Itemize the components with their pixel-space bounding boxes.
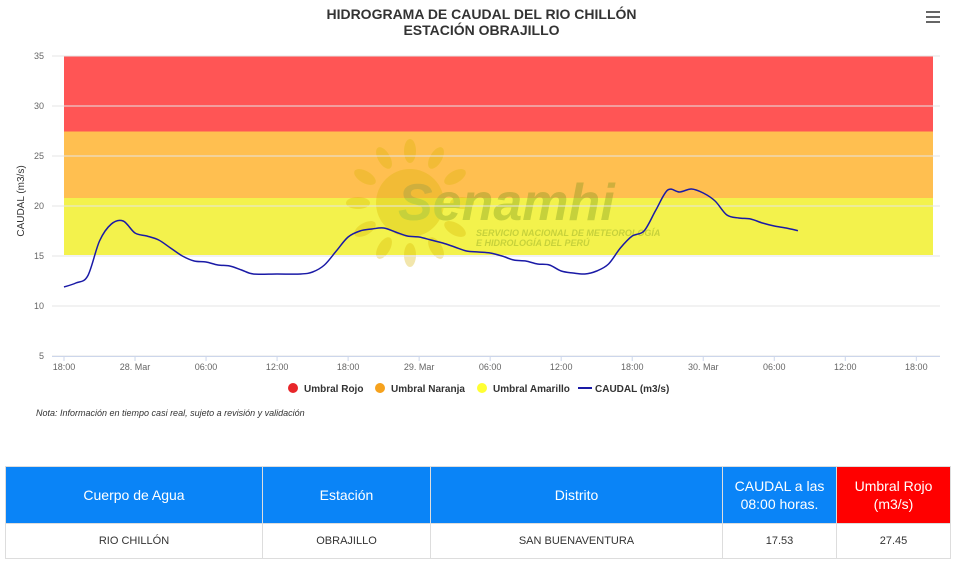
caudal-series-line <box>63 188 799 288</box>
header-distrito: Distrito <box>430 466 723 524</box>
watermark-ray <box>428 147 444 169</box>
y-axis-label: CAUDAL (m3/s) <box>16 165 27 236</box>
legend-label: Umbral Rojo <box>304 384 363 395</box>
y-tick-label: 15 <box>34 251 44 261</box>
watermark-ray <box>428 237 444 259</box>
header-cuerpo-agua: Cuerpo de Agua <box>5 466 263 524</box>
y-tick-label: 5 <box>39 351 44 361</box>
x-tick-label: 06:00 <box>763 362 786 372</box>
y-axis: 5 10 15 20 25 30 35 <box>34 51 44 361</box>
header-umbral-rojo: Umbral Rojo (m3/s) <box>836 466 951 524</box>
header-estacion: Estación <box>262 466 431 524</box>
legend-marker-icon <box>288 383 298 393</box>
x-tick-label: 28. Mar <box>120 362 151 372</box>
watermark-ray <box>404 243 416 267</box>
watermark-ray <box>376 237 392 259</box>
legend-item-rojo[interactable]: Umbral Rojo <box>288 383 363 395</box>
info-note: Nota: Información en tiempo casi real, s… <box>36 408 305 418</box>
x-tick-label: 30. Mar <box>688 362 719 372</box>
watermark-ray <box>376 147 392 169</box>
watermark-ray <box>354 169 376 185</box>
y-tick-label: 10 <box>34 301 44 311</box>
band-umbral-naranja <box>64 131 933 198</box>
threshold-bands <box>64 56 933 255</box>
x-tick-label: 12:00 <box>550 362 573 372</box>
watermark-line1: SERVICIO NACIONAL DE METEOROLOGÍA <box>476 228 660 238</box>
series-layer <box>63 188 799 288</box>
legend-item-amarillo[interactable]: Umbral Amarillo <box>477 383 570 395</box>
cell-caudal: 17.53 <box>722 523 837 559</box>
x-tick-label: 18:00 <box>905 362 928 372</box>
legend: Umbral Rojo Umbral Naranja Umbral Amarillo… <box>288 383 669 395</box>
table-header-row: Cuerpo de Agua Estación Distrito CAUDAL … <box>5 466 951 524</box>
header-caudal: CAUDAL a las 08:00 horas. <box>722 466 837 524</box>
y-tick-label: 25 <box>34 151 44 161</box>
x-tick-label: 12:00 <box>834 362 857 372</box>
cell-estacion: OBRAJILLO <box>262 523 431 559</box>
legend-label: Umbral Amarillo <box>493 384 570 395</box>
watermark-name: Senamhi <box>398 174 616 232</box>
hamburger-menu-icon[interactable] <box>926 11 940 23</box>
legend-item-naranja[interactable]: Umbral Naranja <box>375 383 465 395</box>
chart-title-line2: ESTACIÓN OBRAJILLO <box>403 22 560 38</box>
y-tick-label: 20 <box>34 201 44 211</box>
cell-umbral-rojo: 27.45 <box>836 523 951 559</box>
x-tick-label: 12:00 <box>266 362 289 372</box>
x-tick-label: 06:00 <box>479 362 502 372</box>
station-table: Cuerpo de Agua Estación Distrito CAUDAL … <box>5 466 951 559</box>
cell-cuerpo-agua: RIO CHILLÓN <box>5 523 263 559</box>
watermark-ray <box>346 197 370 209</box>
table-row: RIO CHILLÓN OBRAJILLO SAN BUENAVENTURA 1… <box>5 523 951 559</box>
senamhi-watermark: Senamhi SERVICIO NACIONAL DE METEOROLOGÍ… <box>346 139 660 267</box>
legend-label: CAUDAL (m3/s) <box>595 384 669 395</box>
legend-marker-icon <box>375 383 385 393</box>
x-tick-label: 29. Mar <box>404 362 435 372</box>
x-tick-label: 18:00 <box>53 362 76 372</box>
watermark-line2: E HIDROLOGÍA DEL PERÚ <box>476 237 590 248</box>
watermark-sun-icon <box>376 169 444 237</box>
x-tick-label: 06:00 <box>195 362 218 372</box>
watermark-ray <box>444 169 466 185</box>
cell-distrito: SAN BUENAVENTURA <box>430 523 723 559</box>
legend-label: Umbral Naranja <box>391 384 465 395</box>
chart-title: HIDROGRAMA DE CAUDAL DEL RIO CHILLÓN EST… <box>0 6 963 38</box>
y-tick-label: 35 <box>34 51 44 61</box>
x-tick-label: 18:00 <box>621 362 644 372</box>
legend-marker-icon <box>477 383 487 393</box>
band-umbral-rojo <box>64 56 933 132</box>
chart-title-line1: HIDROGRAMA DE CAUDAL DEL RIO CHILLÓN <box>326 6 637 22</box>
hydrograph-chart: Senamhi SERVICIO NACIONAL DE METEOROLOGÍ… <box>16 51 940 395</box>
x-tick-label: 18:00 <box>337 362 360 372</box>
x-axis: 18:00 28. Mar 06:00 12:00 18:00 29. Mar 06:00 1… <box>52 356 940 372</box>
watermark-ray <box>354 221 376 237</box>
legend-item-caudal[interactable]: CAUDAL (m3/s) <box>578 384 669 395</box>
y-tick-label: 30 <box>34 101 44 111</box>
band-umbral-amarillo <box>64 198 933 255</box>
watermark-ray <box>404 139 416 163</box>
watermark-ray <box>444 221 466 237</box>
